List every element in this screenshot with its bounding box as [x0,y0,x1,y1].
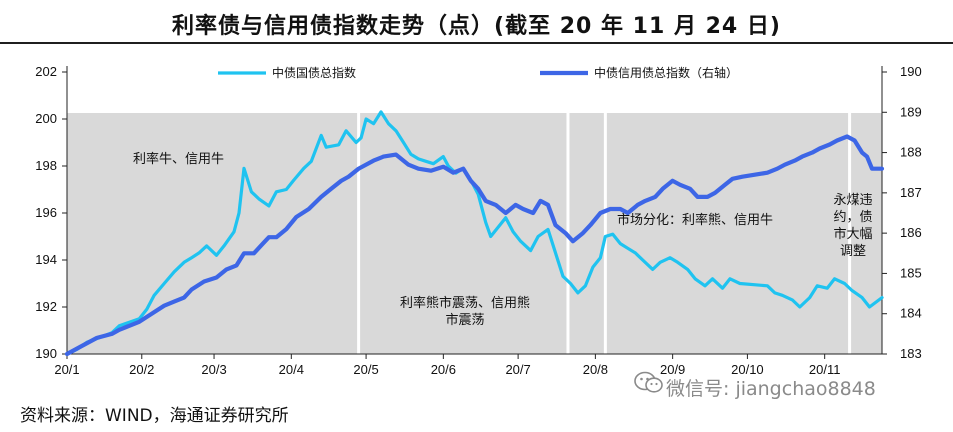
y-right-tick-label: 185 [900,265,922,280]
regime-label-1: 利率熊市震荡、信用熊 [400,295,530,311]
regime-separator [603,113,607,354]
x-tick-label: 20/3 [201,362,226,377]
x-tick-label: 20/10 [731,362,764,377]
regime-separator [848,113,852,354]
y-left-tick-label: 194 [35,252,57,267]
regime-label-4: 市大幅 [833,226,872,242]
regime-label-4: 调整 [840,244,866,259]
y-left-tick-label: 198 [35,158,57,173]
title-bar: 利率债与信用债指数走势（点）(截至 20 年 11 月 24 日) [0,0,953,44]
x-tick-label: 20/7 [505,362,530,377]
regime-label-4: 永煤违 [833,193,872,208]
y-left-tick-label: 190 [35,346,57,361]
series-line-1 [64,134,885,357]
x-tick-label: 20/8 [583,362,608,377]
y-left-tick-label: 196 [35,205,57,220]
wechat-icon [634,371,663,393]
series-lines [64,110,885,357]
y-right-tick-label: 190 [900,64,922,79]
y-right-tick-label: 187 [900,185,922,200]
y-right-tick-label: 184 [900,306,922,321]
x-tick-label: 20/2 [129,362,154,377]
x-tick-label: 20/6 [431,362,456,377]
x-tick-label: 20/4 [279,362,304,377]
y-right-tick-label: 183 [900,346,922,361]
y-left-tick-label: 202 [35,64,57,79]
source-note: 资料来源：WIND，海通证券研究所 [20,406,289,426]
legend-label-0: 中债国债总指数 [272,65,356,80]
regime-separator [357,113,361,354]
x-tick-label: 20/5 [353,362,378,377]
regime-label-1: 市震荡 [445,312,484,328]
y-left-tick-label: 192 [35,299,57,314]
chart-plot: 190 192 194 196 198 200 202 183 184 185 186 187 188 1… [35,64,921,377]
regime-label-3: 市场分化：利率熊、信用牛 [617,212,773,228]
shade-area [67,113,882,354]
y-right-tick-label: 188 [900,145,922,160]
regime-shading [67,113,882,354]
y-right-tick-label: 186 [900,225,922,240]
y-right-tick-label: 189 [900,104,922,119]
axes: 190 192 194 196 198 200 202 183 184 185 186 187 188 1… [35,64,921,377]
legend-label-1: 中债信用债总指数（右轴） [594,65,738,80]
legend: 中债国债总指数 中债信用债总指数（右轴） [218,65,738,80]
x-tick-label: 20/9 [660,362,685,377]
watermark-text: 微信号: jiangchao8848 [666,378,876,400]
y-left-tick-label: 200 [35,111,57,126]
regime-label-4: 约，债 [833,210,872,225]
x-tick-label: 20/1 [54,362,79,377]
chart-title: 利率债与信用债指数走势（点）(截至 20 年 11 月 24 日) [172,14,781,39]
x-tick-label: 20/11 [809,362,841,377]
regime-label-0: 利率牛、信用牛 [133,151,224,167]
